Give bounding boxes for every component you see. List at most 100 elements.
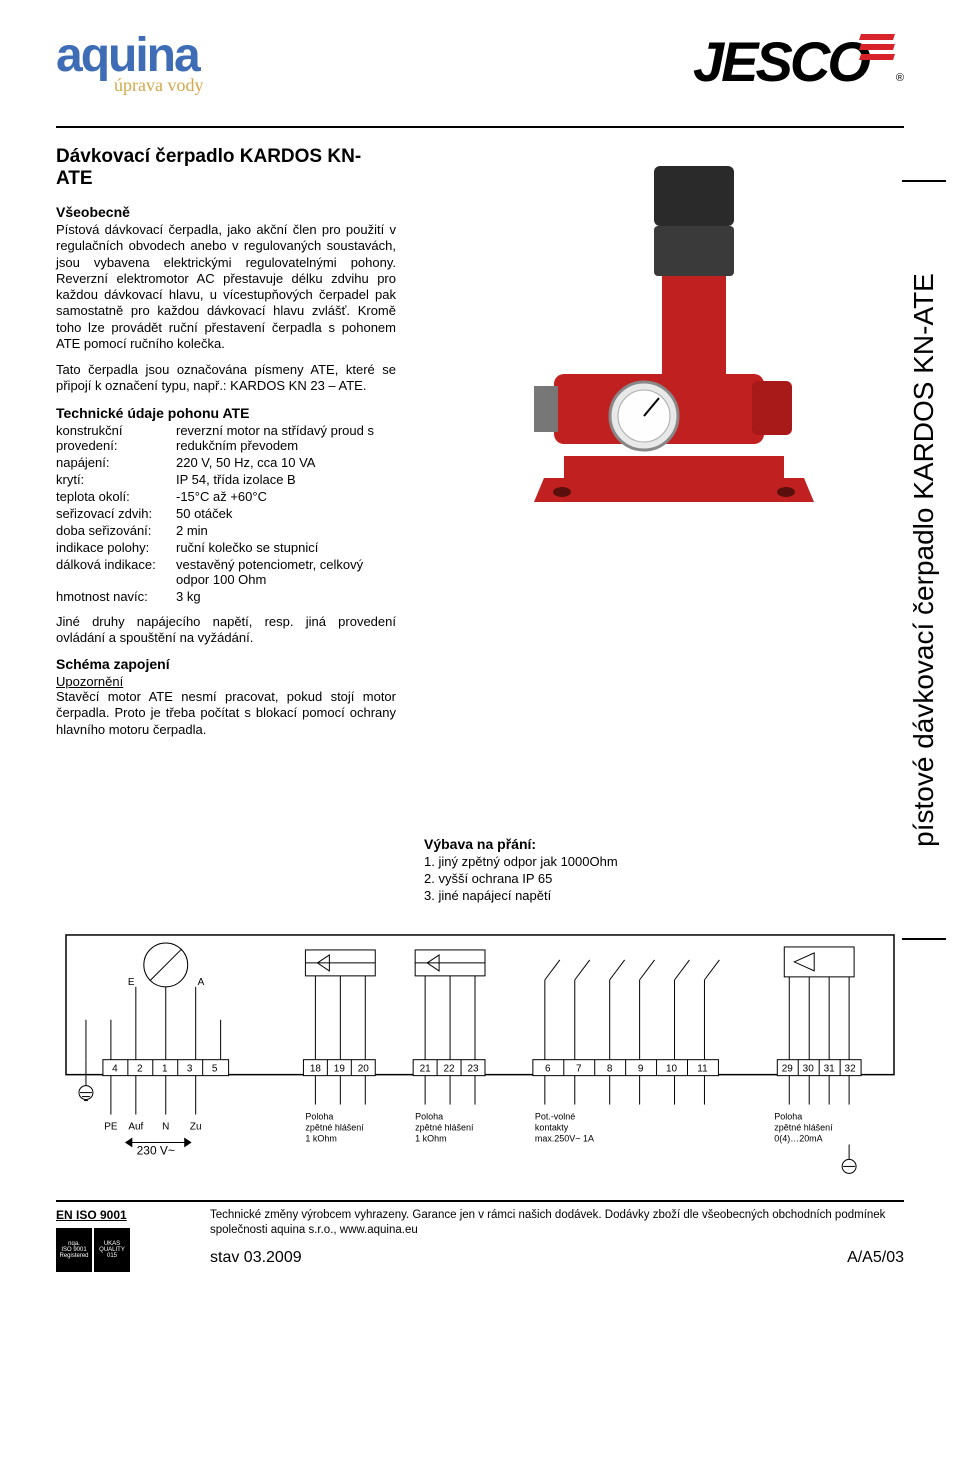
footer-iso-col: EN ISO 9001 nqa. ISO 9001 Registered UKA…: [56, 1208, 186, 1272]
page-title: Dávkovací čerpadlo KARDOS KN-ATE: [56, 146, 396, 190]
footer-text-col: Technické změny výrobcem vyhrazeny. Gara…: [210, 1208, 904, 1269]
svg-text:32: 32: [845, 1064, 857, 1075]
product-image: [504, 156, 824, 556]
svg-text:29: 29: [782, 1064, 794, 1075]
spec-key: konstrukční provedení:: [56, 423, 176, 453]
svg-text:zpětné hlášení: zpětné hlášení: [774, 1122, 833, 1132]
svg-text:zpětné hlášení: zpětné hlášení: [415, 1122, 474, 1132]
spec-key: teplota okolí:: [56, 489, 176, 504]
spec-val: 220 V, 50 Hz, cca 10 VA: [176, 455, 396, 470]
opt-heading: Výbava na přání:: [424, 836, 904, 852]
svg-text:7: 7: [576, 1064, 582, 1075]
svg-text:Poloha: Poloha: [305, 1111, 333, 1121]
svg-text:5: 5: [212, 1064, 218, 1075]
warning-label: Upozornění: [56, 674, 396, 689]
svg-text:18: 18: [310, 1064, 322, 1075]
schematic-svg-icon: E A: [56, 925, 904, 1184]
spec-key: dálková indikace:: [56, 557, 176, 587]
right-column: Výbava na přání: 1. jiný zpětný odpor ja…: [424, 146, 904, 905]
schema-heading: Schéma zapojení: [56, 656, 396, 672]
svg-text:1 kOhm: 1 kOhm: [305, 1133, 336, 1143]
spec-val: ruční kolečko se stupnicí: [176, 540, 396, 555]
svg-text:31: 31: [824, 1064, 836, 1075]
logo-jesco-text: JESCO: [693, 37, 868, 87]
svg-text:10: 10: [666, 1064, 678, 1075]
spec-row-power: napájení: 220 V, 50 Hz, cca 10 VA: [56, 455, 396, 470]
footer-pagecode: A/A5/03: [847, 1248, 904, 1269]
opt-item: 1. jiný zpětný odpor jak 1000Ohm: [424, 854, 904, 871]
left-column: Dávkovací čerpadlo KARDOS KN-ATE Všeobec…: [56, 146, 396, 905]
svg-text:3: 3: [187, 1064, 193, 1075]
header: aquina úprava vody JESCO ®: [56, 34, 904, 96]
svg-text:4: 4: [112, 1064, 118, 1075]
svg-text:22: 22: [444, 1064, 456, 1075]
spec-row-pos-ind: indikace polohy: ruční kolečko se stupni…: [56, 540, 396, 555]
optional-equipment: Výbava na přání: 1. jiný zpětný odpor ja…: [424, 836, 904, 905]
svg-text:21: 21: [420, 1064, 432, 1075]
svg-text:6: 6: [545, 1064, 551, 1075]
spec-val: reverzní motor na střídavý proud s reduk…: [176, 423, 396, 453]
svg-text:Poloha: Poloha: [415, 1111, 443, 1121]
spec-key: seřizovací zdvih:: [56, 506, 176, 521]
spec-row-construction: konstrukční provedení: reverzní motor na…: [56, 423, 396, 453]
svg-text:30: 30: [803, 1064, 815, 1075]
general-heading: Všeobecně: [56, 204, 396, 220]
sch-label-A: A: [198, 977, 205, 988]
opt-item: 2. vyšší ochrana IP 65: [424, 871, 904, 888]
header-rule: [56, 126, 904, 128]
footer-rule: [56, 1200, 904, 1202]
spec-key: krytí:: [56, 472, 176, 487]
svg-text:11: 11: [697, 1064, 708, 1075]
svg-text:8: 8: [607, 1064, 613, 1075]
iso-badge-icon: nqa. ISO 9001 Registered UKAS QUALITY 01…: [56, 1228, 186, 1272]
svg-text:23: 23: [467, 1064, 479, 1075]
footer-date: stav 03.2009: [210, 1248, 302, 1269]
svg-text:Auf: Auf: [128, 1121, 143, 1132]
svg-text:max.250V~ 1A: max.250V~ 1A: [535, 1133, 594, 1143]
footer-disclaimer: Technické změny výrobcem vyhrazeny. Gara…: [210, 1208, 904, 1238]
logo-aquina: aquina úprava vody: [56, 34, 203, 96]
tech-heading: Technické údaje pohonu ATE: [56, 405, 396, 421]
svg-text:N: N: [162, 1121, 169, 1132]
svg-text:kontakty: kontakty: [535, 1122, 569, 1132]
svg-text:9: 9: [638, 1064, 644, 1075]
svg-text:Poloha: Poloha: [774, 1111, 802, 1121]
para-other-voltages: Jiné druhy napájecího napětí, resp. jiná…: [56, 614, 396, 647]
registered-mark: ®: [896, 72, 904, 84]
logo-jesco: JESCO ®: [693, 34, 904, 90]
spec-key: napájení:: [56, 455, 176, 470]
footer: EN ISO 9001 nqa. ISO 9001 Registered UKA…: [56, 1208, 904, 1272]
logo-jesco-stripes-icon: [860, 34, 894, 64]
para-general-1: Pístová dávkovací čerpadla, jako akční č…: [56, 222, 396, 352]
wiring-schematic: E A: [56, 925, 904, 1184]
spec-row-weight: hmotnost navíc: 3 kg: [56, 589, 396, 604]
pump-illustration-icon: [504, 156, 824, 556]
side-vertical-label: pístové dávkovací čerpadlo KARDOS KN-ATE: [902, 180, 946, 940]
spec-row-adjust-stroke: seřizovací zdvih: 50 otáček: [56, 506, 396, 521]
spec-key: doba seřizování:: [56, 523, 176, 538]
svg-text:1 kOhm: 1 kOhm: [415, 1133, 446, 1143]
svg-text:1: 1: [162, 1064, 168, 1075]
svg-text:20: 20: [358, 1064, 370, 1075]
warning-text: Stavěcí motor ATE nesmí pracovat, pokud …: [56, 689, 396, 738]
footer-iso-label: EN ISO 9001: [56, 1208, 186, 1222]
spec-row-adjust-time: doba seřizování: 2 min: [56, 523, 396, 538]
svg-text:zpětné hlášení: zpětné hlášení: [305, 1122, 364, 1132]
svg-text:PE: PE: [104, 1121, 118, 1132]
spec-val: 50 otáček: [176, 506, 396, 521]
spec-val: IP 54, třída izolace B: [176, 472, 396, 487]
svg-text:0(4)…20mA: 0(4)…20mA: [774, 1133, 822, 1143]
spec-row-temp: teplota okolí: -15°C až +60°C: [56, 489, 396, 504]
para-general-2: Tato čerpadla jsou označována písmeny AT…: [56, 362, 396, 395]
spec-row-remote: dálková indikace: vestavěný potenciometr…: [56, 557, 396, 587]
spec-row-protection: krytí: IP 54, třída izolace B: [56, 472, 396, 487]
sch-voltage: 230 V~: [137, 1143, 175, 1157]
spec-val: vestavěný potenciometr, celkový odpor 10…: [176, 557, 396, 587]
svg-text:19: 19: [334, 1064, 346, 1075]
spec-val: 2 min: [176, 523, 396, 538]
side-label-text: pístové dávkovací čerpadlo KARDOS KN-ATE: [908, 273, 940, 847]
spec-val: -15°C až +60°C: [176, 489, 396, 504]
spec-key: hmotnost navíc:: [56, 589, 176, 604]
spec-key: indikace polohy:: [56, 540, 176, 555]
svg-text:Zu: Zu: [190, 1121, 202, 1132]
